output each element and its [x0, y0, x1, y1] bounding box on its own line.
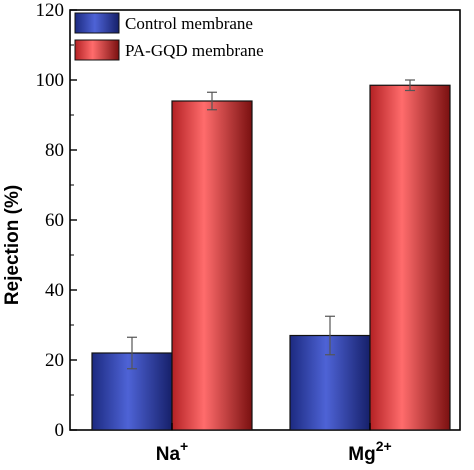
y-tick-label: 40: [45, 280, 64, 301]
y-tick-label: 80: [45, 140, 64, 161]
x-tick-label: Na+: [156, 438, 188, 465]
y-tick-label: 120: [36, 0, 65, 21]
bars: [91, 79, 451, 431]
bar-pa-gqd-membrane-na: [171, 100, 253, 431]
y-tick-label: 100: [36, 70, 65, 91]
y-tick-label: 20: [45, 350, 64, 371]
y-tick-label: 60: [45, 210, 64, 231]
bar-control-membrane-na: [91, 352, 173, 431]
y-tick-label: 0: [55, 420, 65, 441]
legend: Control membrane PA-GQD membrane: [74, 12, 264, 61]
legend-label: Control membrane: [125, 14, 253, 33]
x-axis: Na+ Mg2+: [156, 423, 392, 465]
legend-label: PA-GQD membrane: [125, 41, 264, 60]
y-axis: 0 20 40 60 80 100 120: [36, 0, 77, 441]
legend-swatch: [74, 39, 120, 61]
y-axis-label: Rejection (%): [2, 185, 23, 305]
legend-swatch: [74, 12, 120, 34]
x-tick-label: Mg2+: [348, 438, 391, 465]
bar-pa-gqd-membrane-mg: [369, 84, 451, 431]
